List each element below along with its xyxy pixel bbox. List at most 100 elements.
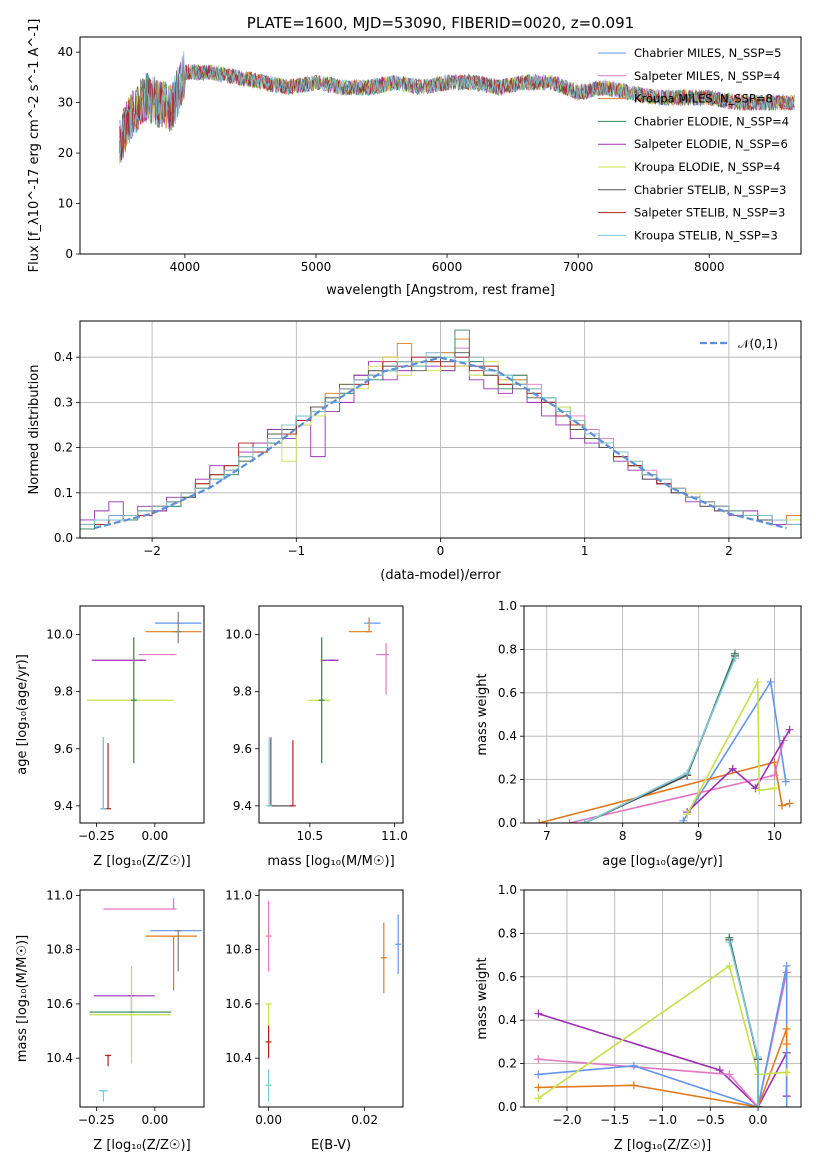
weight-point-marker: [725, 938, 734, 947]
legend-entry: Chabrier STELIB, N_SSP=3: [634, 183, 786, 197]
y-tick-label: 10.6: [46, 997, 73, 1011]
weight-point-marker: [754, 1103, 763, 1107]
weight-point-marker: [753, 677, 762, 686]
weight-point-marker: [782, 1040, 791, 1049]
x-tick-label: 0.00: [142, 829, 169, 843]
legend-entry: Salpeter ELODIE, N_SSP=6: [634, 137, 788, 151]
x-axis-label: wavelength [Angstrom, rest frame]: [326, 283, 555, 298]
legend-entry: Salpeter STELIB, N_SSP=3: [634, 206, 785, 220]
y-tick-label: 40: [58, 45, 73, 59]
weight-point-marker: [565, 819, 574, 823]
weight-lines: [534, 933, 791, 1107]
x-axis-label: mass [log₁₀(M/M☉)]: [267, 854, 394, 869]
y-tick-label: 0: [65, 247, 73, 261]
weight-point-marker: [770, 771, 779, 780]
y-tick-label: 0.0: [54, 531, 73, 545]
x-tick-label: −0.5: [696, 1113, 725, 1127]
x-tick-label: 1: [581, 544, 589, 558]
y-tick-label: 20: [58, 146, 73, 160]
y-tick-label: 0.1: [54, 486, 73, 500]
y-tick-label: 9.6: [54, 742, 73, 756]
weight-series-line: [728, 941, 759, 1107]
legend-entry: Chabrier ELODIE, N_SSP=4: [634, 114, 789, 128]
weight-series-line: [584, 653, 736, 823]
legend-entry: Kroupa MILES, N_SSP=8: [634, 92, 773, 106]
weight-point-marker: [534, 1009, 543, 1018]
y-tick-label: 0.6: [498, 686, 517, 700]
x-tick-label: 7: [543, 829, 551, 843]
x-tick-label: 6000: [432, 260, 463, 274]
weight-lines: [535, 649, 794, 823]
x-tick-label: 8: [619, 829, 627, 843]
weight-point-marker: [766, 677, 775, 686]
weight-series-line: [538, 761, 790, 823]
y-tick-label: 0.4: [54, 350, 73, 364]
x-tick-label: 0.0: [748, 1113, 767, 1127]
weight-point-marker: [755, 786, 764, 795]
y-tick-label: 0.3: [54, 395, 73, 409]
weight-point-marker: [535, 819, 544, 823]
weight-point-marker: [534, 1083, 543, 1092]
weight-vs-age-panel: 7 8 9 10 0.0 0.2 0.4 0.6 0.8 1.0 age [log₁₀(age/yr…: [475, 599, 802, 869]
y-tick-label: 0.0: [498, 1100, 517, 1114]
weight-point-marker: [785, 799, 794, 808]
y-axis-label: Normed distribution: [27, 365, 42, 495]
x-tick-label: 5000: [301, 260, 332, 274]
y-tick-label: 9.6: [233, 742, 252, 756]
x-tick-label: −1: [287, 544, 305, 558]
weight-point-marker: [725, 1070, 734, 1079]
x-tick-label: 7000: [563, 260, 594, 274]
axes-frame: [79, 889, 205, 1108]
y-tick-label: 9.4: [233, 799, 252, 813]
y-tick-label: 10.6: [225, 997, 252, 1011]
weight-point-marker: [683, 810, 692, 819]
axes-frame: [523, 605, 802, 824]
axes-frame: [79, 36, 802, 255]
weight-series-line: [569, 740, 785, 823]
y-tick-label: 0.2: [54, 441, 73, 455]
y-tick-label: 9.4: [54, 799, 73, 813]
x-tick-label: −2: [143, 544, 161, 558]
spectrum-series-line: [118, 55, 795, 156]
y-tick-label: 10.0: [46, 628, 73, 642]
y-tick-label: 10: [58, 197, 73, 211]
axes-frame: [79, 320, 802, 539]
x-tick-label: 10.5: [296, 829, 323, 843]
x-axis-label: E(B-V): [311, 1138, 351, 1153]
error-bars: [266, 617, 390, 807]
weight-series-line: [538, 1028, 788, 1107]
weight-point-marker: [629, 1061, 638, 1070]
weight-point-marker: [778, 801, 787, 810]
weight-point-marker: [534, 1055, 543, 1064]
axes-frame: [79, 605, 205, 824]
x-tick-label: 9: [695, 829, 703, 843]
weight-point-marker: [782, 1024, 791, 1033]
x-tick-label: 0.00: [255, 1113, 282, 1127]
y-axis-label: mass weight: [475, 957, 490, 1039]
x-axis-label: (data-model)/error: [380, 568, 501, 583]
y-tick-label: 0.0: [498, 816, 517, 830]
x-tick-label: 4000: [170, 260, 201, 274]
x-tick-label: −1.0: [648, 1113, 677, 1127]
weight-point-marker: [782, 961, 791, 970]
y-tick-label: 10.0: [225, 628, 252, 642]
weight-point-marker: [534, 1094, 543, 1103]
normal-reference-curve: [94, 356, 787, 530]
x-tick-label: −0.25: [78, 1113, 115, 1127]
axes-frame: [258, 889, 404, 1108]
weight-series-line: [584, 657, 736, 823]
weight-point-marker: [754, 1053, 763, 1062]
y-axis-label: Flux [f_λ10^-17 erg cm^-2 s^-1 A^-1]: [27, 19, 42, 273]
y-tick-label: 0.2: [498, 1057, 517, 1071]
weight-point-marker: [534, 1070, 543, 1079]
y-tick-label: 0.4: [498, 729, 517, 743]
weight-point-marker: [629, 1081, 638, 1090]
y-tick-label: 9.8: [54, 685, 73, 699]
y-tick-label: 1.0: [498, 599, 517, 613]
weight-point-marker: [683, 769, 692, 778]
y-tick-label: 0.2: [498, 773, 517, 787]
axes-frame: [523, 889, 802, 1108]
y-tick-label: 1.0: [498, 883, 517, 897]
weight-point-marker: [728, 764, 737, 773]
legend-entry: 𝒩(0,1): [738, 337, 778, 351]
